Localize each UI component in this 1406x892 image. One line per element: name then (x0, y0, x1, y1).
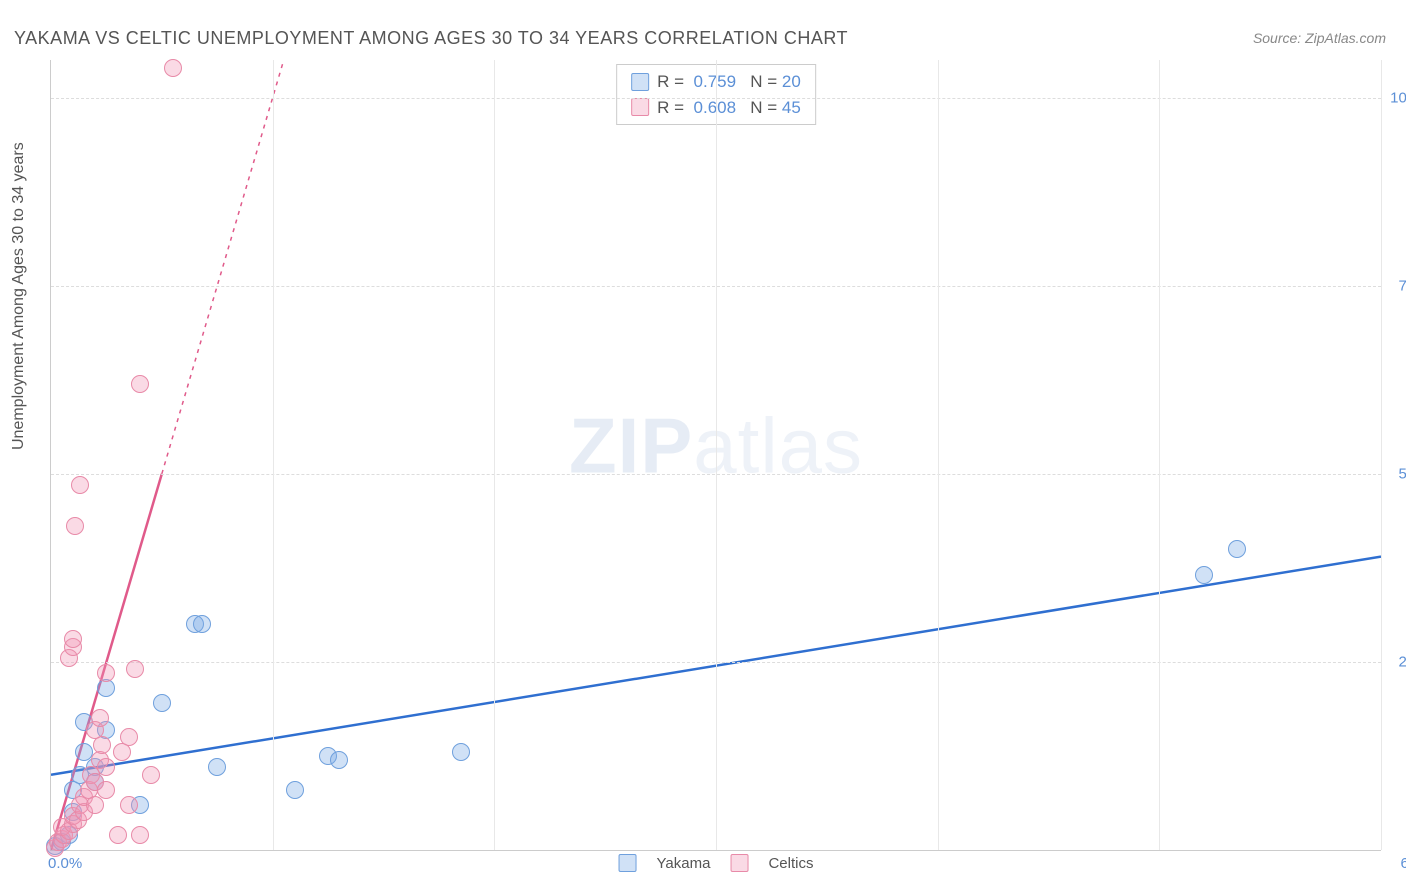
data-point (97, 781, 115, 799)
plot-area: ZIPatlas R = 0.759 N = 20R = 0.608 N = 4… (50, 60, 1381, 851)
y-axis-tick: 25.0% (1386, 653, 1406, 670)
gridline-v (1381, 60, 1382, 850)
source-credit: Source: ZipAtlas.com (1253, 30, 1386, 46)
gridline-v (1159, 60, 1160, 850)
data-point (97, 664, 115, 682)
data-point (109, 826, 127, 844)
data-point (126, 660, 144, 678)
data-point (153, 694, 171, 712)
x-axis-max-tick: 60.0% (1400, 855, 1406, 872)
data-point (120, 728, 138, 746)
y-axis-tick: 75.0% (1386, 277, 1406, 294)
data-point (1195, 566, 1213, 584)
data-point (452, 743, 470, 761)
data-point (142, 766, 160, 784)
legend-swatch (631, 98, 649, 116)
series-legend: Yakama Celtics (619, 854, 814, 872)
y-axis-tick: 100.0% (1386, 89, 1406, 106)
data-point (1228, 540, 1246, 558)
data-point (71, 476, 89, 494)
data-point (97, 758, 115, 776)
legend-label: Celtics (768, 855, 813, 872)
data-point (131, 375, 149, 393)
gridline-v (494, 60, 495, 850)
data-point (164, 59, 182, 77)
legend-swatch (631, 73, 649, 91)
gridline-v (273, 60, 274, 850)
legend-label: Yakama (657, 855, 711, 872)
data-point (86, 796, 104, 814)
chart-title: YAKAMA VS CELTIC UNEMPLOYMENT AMONG AGES… (14, 28, 848, 49)
regression-line (162, 60, 284, 474)
gridline-v (716, 60, 717, 850)
y-axis-label: Unemployment Among Ages 30 to 34 years (10, 142, 28, 450)
data-point (286, 781, 304, 799)
legend-swatch (619, 854, 637, 872)
stats-text: R = 0.759 N = 20 (657, 69, 801, 95)
y-axis-tick: 50.0% (1386, 465, 1406, 482)
data-point (120, 796, 138, 814)
data-point (66, 517, 84, 535)
x-axis-min-tick: 0.0% (48, 855, 82, 872)
data-point (131, 826, 149, 844)
data-point (208, 758, 226, 776)
data-point (91, 709, 109, 727)
data-point (193, 615, 211, 633)
legend-swatch (730, 854, 748, 872)
gridline-v (938, 60, 939, 850)
data-point (330, 751, 348, 769)
data-point (64, 630, 82, 648)
